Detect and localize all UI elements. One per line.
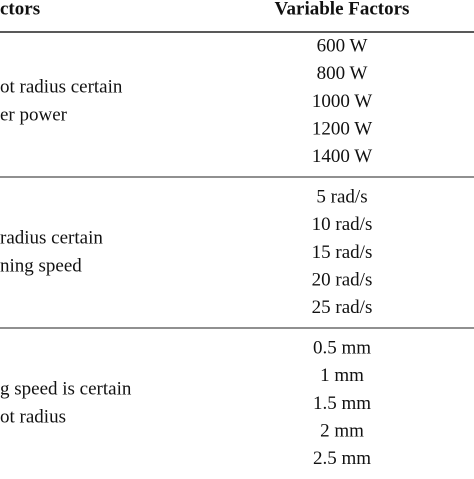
value-cell: 15 rad/s — [312, 242, 373, 263]
value-cell: 1 mm — [320, 365, 364, 386]
value-cell: 600 W — [317, 35, 368, 56]
header-right: Variable Factors — [275, 0, 410, 19]
value-cell: 5 rad/s — [316, 186, 367, 207]
factor-cell: er power — [0, 105, 68, 126]
factor-cell: ot radius — [0, 407, 66, 428]
factor-cell: ning speed — [0, 256, 82, 277]
factor-cell: g speed is certain — [0, 379, 132, 400]
value-cell: 1400 W — [312, 146, 372, 167]
value-cell: 1000 W — [312, 91, 372, 112]
factor-cell: radius certain — [0, 228, 103, 249]
value-cell: 800 W — [317, 63, 368, 84]
value-cell: 2.5 mm — [313, 448, 371, 469]
value-cell: 2 mm — [320, 420, 364, 441]
factor-cell: ot radius certain — [0, 77, 123, 98]
header-left: ctors — [0, 0, 40, 19]
value-cell: 10 rad/s — [312, 214, 373, 235]
value-cell: 0.5 mm — [313, 337, 371, 358]
value-cell: 1200 W — [312, 118, 372, 139]
value-cell: 20 rad/s — [312, 269, 373, 290]
value-cell: 1.5 mm — [313, 393, 371, 414]
value-cell: 25 rad/s — [312, 297, 373, 318]
